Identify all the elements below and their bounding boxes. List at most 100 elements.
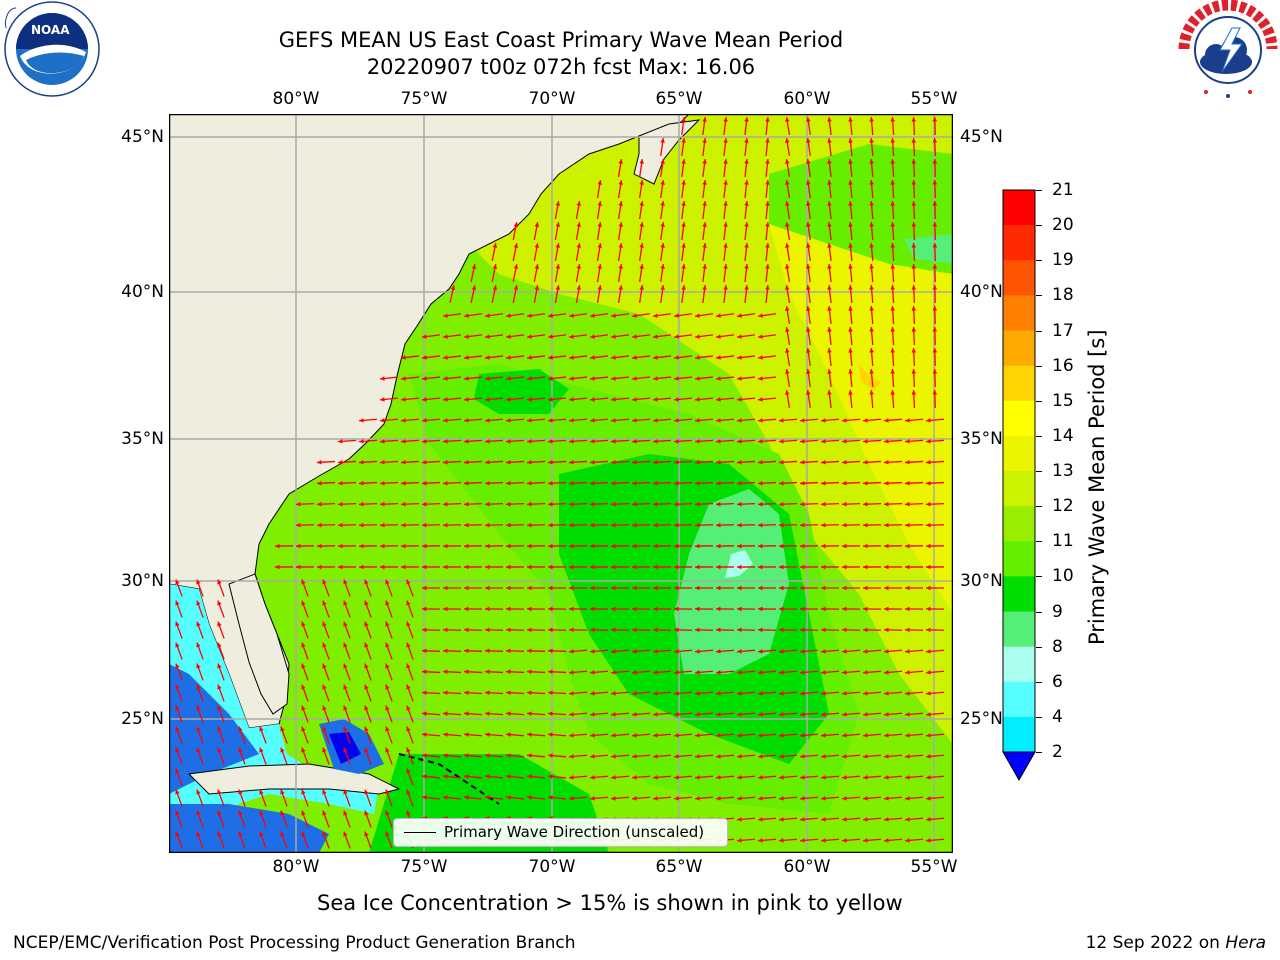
wave-arrow-head — [275, 543, 280, 549]
wave-arrow-head — [821, 606, 826, 612]
wave-arrow-head — [848, 201, 853, 206]
wave-arrow-head — [905, 712, 910, 717]
wave-arrow-head — [905, 460, 910, 465]
colorbar-tick-label: 21 — [1052, 180, 1074, 200]
wave-arrow-head — [569, 334, 574, 339]
wave-arrow-head — [301, 705, 306, 711]
lon-tick-top: 60°W — [783, 89, 831, 109]
wave-arrow-head — [869, 390, 874, 395]
wave-arrow-head — [765, 117, 770, 122]
wave-arrow-head — [590, 649, 595, 654]
wave-arrow-head — [534, 243, 540, 248]
wave-arrow-head — [842, 670, 847, 675]
wave-arrow-head — [821, 418, 826, 423]
wave-arrow-head — [611, 334, 616, 339]
wave-arrow-head — [385, 684, 390, 690]
wave-arrow-head — [905, 733, 910, 738]
lat-tick-left: 25°N — [121, 709, 164, 729]
wave-arrow-head — [695, 796, 700, 801]
wave-arrow-head — [443, 648, 448, 654]
wave-arrow-head — [806, 306, 811, 311]
wave-arrow-head — [926, 460, 931, 465]
wave-arrow-head — [779, 439, 784, 444]
wave-arrow-head — [806, 180, 811, 185]
wave-arrow-head — [450, 285, 456, 291]
wave-arrow-head — [569, 418, 574, 423]
wave-arrow-head — [884, 543, 889, 549]
wave-arrow-head — [863, 775, 868, 780]
wave-arrow-head — [632, 564, 637, 570]
colorbar-segment — [1003, 646, 1035, 683]
wave-arrow-head — [758, 796, 763, 801]
colorbar-extend-triangle — [1002, 751, 1036, 782]
wave-arrow-head — [443, 313, 448, 318]
wave-arrow-head — [506, 774, 511, 779]
wave-arrow-head — [842, 585, 847, 591]
wave-arrow-head — [890, 117, 895, 122]
wave-arrow-head — [322, 831, 327, 837]
gulf-period-2-region — [169, 664, 259, 794]
colorbar-segment — [1003, 541, 1035, 577]
wave-arrow-head — [485, 669, 490, 675]
wave-arrow-head — [765, 201, 770, 206]
wave-arrow-head — [890, 243, 895, 248]
wave-arrow-head — [926, 543, 931, 549]
wave-arrow-head — [911, 159, 917, 164]
wave-arrow-head — [548, 648, 553, 654]
wave-arrow-head — [723, 222, 728, 227]
wave-arrow-head — [681, 138, 686, 143]
wave-arrow-head — [926, 439, 931, 444]
lon-tick-bottom: 55°W — [910, 857, 958, 877]
wave-arrow-head — [380, 480, 385, 486]
wave-arrow-head — [569, 712, 574, 717]
wave-arrow-head — [569, 670, 574, 675]
wave-arrow-head — [785, 348, 790, 353]
wave-arrow-head — [506, 501, 511, 507]
wave-arrow-head — [301, 684, 306, 690]
wave-arrow-head — [527, 690, 532, 695]
wave-arrow-head — [723, 285, 728, 290]
wave-arrow-head — [758, 691, 763, 696]
colorbar-title: Primary Wave Mean Period [s] — [1085, 329, 1109, 645]
wave-arrow-head — [827, 159, 832, 164]
wave-arrow-head — [406, 579, 411, 585]
wave-arrow-head — [590, 564, 595, 570]
wave-arrow-head — [890, 285, 895, 290]
wave-arrow-head — [674, 712, 679, 717]
wave-arrow-head — [758, 775, 763, 780]
footer-date-text: 12 Sep 2022 on — [1085, 933, 1226, 953]
wave-arrow-head — [737, 334, 742, 339]
wave-arrow-head — [681, 285, 686, 290]
wave-arrow-head — [737, 606, 742, 612]
wave-arrow-head — [576, 243, 582, 248]
wave-arrow-head — [555, 201, 561, 206]
wave-arrow-head — [322, 726, 327, 732]
wave-arrow-head — [464, 418, 469, 423]
wave-arrow-head — [485, 627, 490, 633]
wave-arrow-head — [779, 754, 784, 759]
wave-arrow-head — [744, 117, 749, 122]
wave-arrow-head — [611, 754, 616, 759]
wave-arrow-head — [485, 795, 490, 800]
wave-arrow-head — [674, 775, 679, 780]
wave-arrow-head — [653, 313, 658, 318]
wave-arrow-head — [737, 355, 742, 360]
wave-arrow-head — [380, 522, 385, 528]
wave-arrow-head — [611, 712, 616, 717]
colorbar — [1002, 188, 1036, 782]
wave-arrow-head — [506, 648, 511, 654]
lat-tick-left: 35°N — [121, 429, 164, 449]
wave-arrow-head — [905, 691, 910, 696]
colorbar-tick-mark — [1036, 365, 1042, 367]
wave-arrow-head — [380, 564, 385, 570]
wave-arrow-head — [695, 501, 700, 507]
wave-arrow-head — [905, 564, 910, 570]
wave-arrow-head — [779, 796, 784, 801]
wave-arrow-head — [716, 376, 721, 381]
wave-arrow-head — [827, 306, 832, 311]
wave-arrow-head — [611, 376, 616, 381]
wave-arrow-head — [779, 460, 784, 465]
wave-arrow-head — [359, 460, 364, 465]
wave-arrow-head — [569, 733, 574, 738]
wave-arrow-head — [863, 691, 868, 696]
